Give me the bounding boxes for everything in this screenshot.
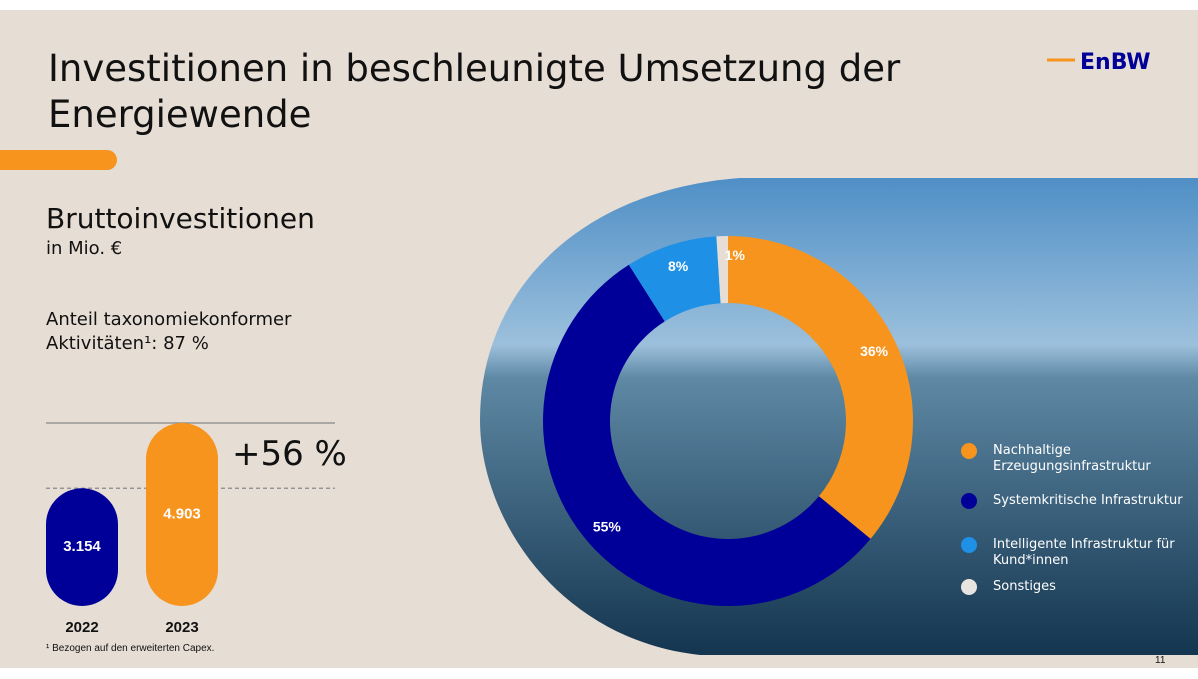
logo: EnBW: [1080, 50, 1151, 75]
page-number: 11: [1155, 655, 1166, 666]
chart-canvas: 3.154 2022 4.903 2023 36% 55% 8% 1%: [0, 58, 1198, 655]
x-tick-label: 2022: [65, 619, 98, 636]
legend-swatch: [961, 579, 977, 595]
donut-segment: [628, 236, 721, 322]
legend-swatch: [961, 443, 977, 459]
legend-label: Intelligente Infrastruktur für Kund*inne…: [993, 537, 1175, 568]
legend-label: Sonstiges: [993, 579, 1056, 594]
value-label: 55%: [593, 519, 622, 535]
x-tick-label: 2023: [165, 619, 198, 636]
bar: [46, 488, 118, 606]
legend-swatch: [961, 537, 977, 553]
value-label: 36%: [860, 343, 889, 359]
accent-bar: [0, 150, 117, 170]
legend-label: Nachhaltige Erzeugungsinfrastruktur: [993, 443, 1151, 474]
slide: 3.154 2022 4.903 2023 36% 55% 8% 1% Investition…: [0, 10, 1198, 668]
bar: [146, 423, 218, 606]
value-label: 8%: [668, 258, 689, 274]
value-label: 3.154: [63, 538, 101, 555]
unit: in Mio. €: [46, 238, 123, 259]
accent-bar: [0, 150, 20, 170]
donut-segment: [728, 236, 913, 539]
legend-label: Systemkritische Infrastruktur: [993, 493, 1183, 508]
slide-title: Investitionen in beschleunigte Umsetzung…: [48, 47, 901, 136]
taxonomy-note: Anteil taxonomiekonformer Aktivitäten¹: …: [46, 309, 292, 354]
donut-segment: [542, 264, 871, 607]
growth-annotation: +56 %: [232, 434, 347, 474]
footnote: ¹ Bezogen auf den erweiterten Capex.: [46, 643, 215, 654]
subtitle: Bruttoinvestitionen: [46, 202, 315, 235]
value-label: 1%: [725, 247, 746, 263]
value-label: 4.903: [163, 505, 201, 522]
donut-segment: [716, 236, 728, 304]
legend-swatch: [961, 493, 977, 509]
